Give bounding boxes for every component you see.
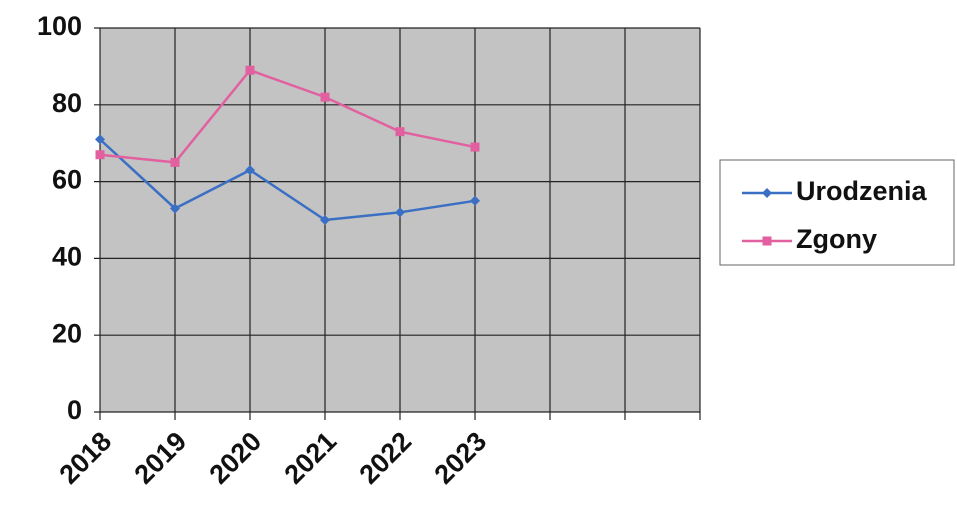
y-tick-label: 20: [52, 318, 82, 348]
legend-label: Urodzenia: [796, 176, 928, 206]
marker: [95, 134, 105, 145]
marker: [395, 207, 405, 218]
marker: [470, 195, 480, 206]
legend-label: Zgony: [796, 224, 877, 254]
x-tick-label: 2022: [354, 426, 418, 490]
series-line: [99, 68, 476, 164]
marker: [170, 157, 180, 167]
y-tick-label: 0: [67, 395, 82, 425]
series-line: [99, 138, 476, 222]
x-tick-label: 2018: [54, 426, 118, 490]
marker: [395, 127, 405, 137]
marker: [470, 142, 480, 152]
y-tick-label: 60: [52, 165, 82, 195]
marker: [245, 165, 255, 176]
marker: [320, 92, 330, 102]
marker: [320, 215, 330, 225]
marker: [245, 65, 255, 75]
x-tick-label: 2019: [129, 426, 193, 490]
y-tick-label: 80: [52, 88, 82, 118]
marker: [95, 150, 105, 160]
marker: [762, 188, 772, 198]
x-tick-label: 2020: [204, 426, 268, 490]
legend-box: [719, 159, 955, 266]
marker: [762, 236, 772, 246]
x-tick-label: 2021: [279, 426, 343, 490]
marker: [170, 203, 180, 214]
x-tick-label: 2023: [429, 426, 493, 490]
y-tick-label: 40: [52, 242, 82, 272]
y-tick-label: 100: [37, 11, 82, 41]
